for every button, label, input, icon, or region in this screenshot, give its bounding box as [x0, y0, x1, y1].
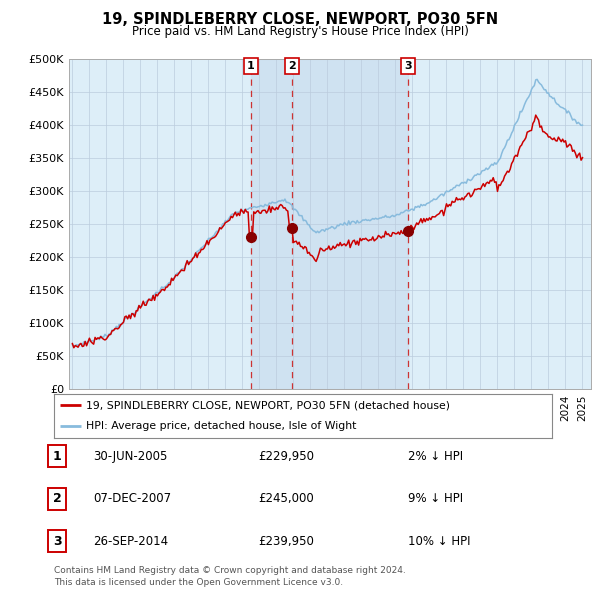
Text: £245,000: £245,000 [258, 492, 314, 506]
Text: 2% ↓ HPI: 2% ↓ HPI [408, 450, 463, 463]
Text: 2: 2 [53, 492, 61, 506]
Text: 3: 3 [404, 61, 412, 71]
Bar [251, 59, 408, 389]
Text: 26-SEP-2014: 26-SEP-2014 [93, 535, 168, 548]
Text: 07-DEC-2007: 07-DEC-2007 [93, 492, 171, 506]
Text: 30-JUN-2005: 30-JUN-2005 [93, 450, 167, 463]
Text: Contains HM Land Registry data © Crown copyright and database right 2024.: Contains HM Land Registry data © Crown c… [54, 566, 406, 575]
Text: 2: 2 [288, 61, 296, 71]
Text: HPI: Average price, detached house, Isle of Wight: HPI: Average price, detached house, Isle… [86, 421, 357, 431]
Text: 9% ↓ HPI: 9% ↓ HPI [408, 492, 463, 506]
Text: Price paid vs. HM Land Registry's House Price Index (HPI): Price paid vs. HM Land Registry's House … [131, 25, 469, 38]
Text: £229,950: £229,950 [258, 450, 314, 463]
Text: 1: 1 [53, 450, 61, 463]
Text: 3: 3 [53, 535, 61, 548]
Text: 19, SPINDLEBERRY CLOSE, NEWPORT, PO30 5FN: 19, SPINDLEBERRY CLOSE, NEWPORT, PO30 5F… [102, 12, 498, 27]
Text: £239,950: £239,950 [258, 535, 314, 548]
Text: 10% ↓ HPI: 10% ↓ HPI [408, 535, 470, 548]
Text: This data is licensed under the Open Government Licence v3.0.: This data is licensed under the Open Gov… [54, 578, 343, 587]
Text: 1: 1 [247, 61, 255, 71]
Text: 19, SPINDLEBERRY CLOSE, NEWPORT, PO30 5FN (detached house): 19, SPINDLEBERRY CLOSE, NEWPORT, PO30 5F… [86, 401, 451, 411]
